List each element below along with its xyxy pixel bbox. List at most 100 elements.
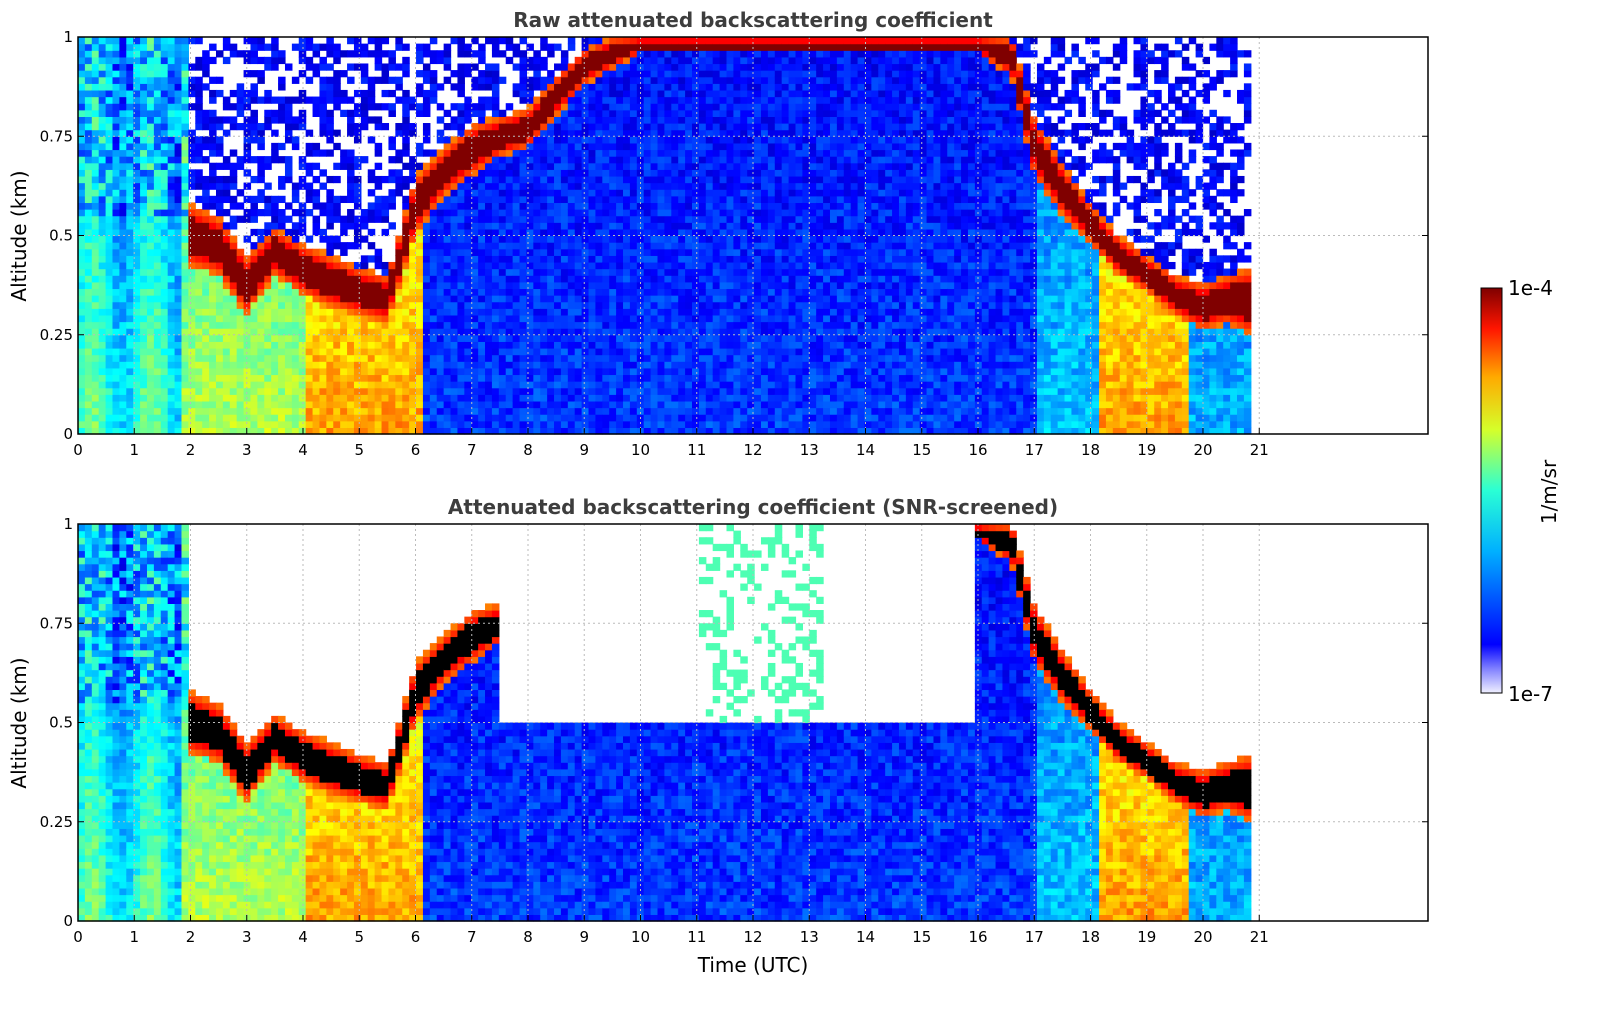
heatmap-cell	[367, 288, 376, 296]
heatmap-cell	[264, 275, 272, 283]
heatmap-cell	[512, 149, 521, 157]
heatmap-cell	[554, 182, 562, 190]
heatmap-cell	[698, 381, 707, 389]
heatmap-cell	[140, 189, 148, 197]
heatmap-cell	[347, 281, 355, 290]
heatmap-cell	[416, 215, 424, 223]
heatmap-cell	[540, 76, 548, 84]
heatmap-cell	[554, 202, 562, 210]
heatmap-cell	[595, 427, 603, 435]
heatmap-cell	[146, 361, 155, 369]
heatmap-cell	[91, 308, 100, 316]
heatmap-cell	[105, 341, 114, 349]
heatmap-cell	[629, 361, 638, 369]
heatmap-cell	[491, 129, 500, 137]
heatmap-cell	[353, 50, 362, 58]
heatmap-cell	[333, 202, 341, 210]
heatmap-cell	[554, 261, 562, 270]
heatmap-cell	[112, 381, 120, 389]
heatmap-cell	[595, 321, 603, 329]
heatmap-cell	[174, 381, 183, 389]
heatmap-cell	[112, 182, 120, 190]
heatmap-cell	[443, 301, 452, 309]
heatmap-cell	[540, 109, 548, 117]
heatmap-cell	[416, 169, 424, 177]
heatmap-cell	[146, 308, 155, 316]
heatmap-cell	[685, 189, 693, 197]
heatmap-cell	[623, 136, 631, 144]
heatmap-cell	[554, 109, 562, 117]
heatmap-cell	[595, 209, 603, 217]
heatmap-cell	[202, 314, 210, 323]
heatmap-cell	[554, 341, 562, 349]
heatmap-cell	[636, 420, 645, 428]
heatmap-cell	[512, 361, 521, 369]
heatmap-cell	[305, 182, 314, 190]
heatmap-cell	[174, 37, 183, 45]
heatmap-cell	[450, 222, 459, 230]
heatmap-cell	[202, 295, 210, 303]
heatmap-cell	[554, 255, 562, 263]
heatmap-cell	[436, 215, 445, 223]
heatmap-cell	[78, 367, 86, 376]
heatmap-cell	[650, 288, 659, 296]
heatmap-cell	[105, 427, 114, 435]
heatmap-cell	[146, 162, 155, 170]
heatmap-cell	[160, 129, 169, 137]
heatmap-cell	[629, 295, 638, 303]
heatmap-cell	[409, 301, 417, 309]
heatmap-cell	[650, 295, 659, 303]
heatmap-cell	[416, 209, 424, 217]
heatmap-cell	[422, 361, 431, 369]
heatmap-cell	[678, 76, 686, 84]
heatmap-cell	[505, 182, 514, 190]
heatmap-cell	[140, 281, 148, 290]
heatmap-cell	[291, 321, 300, 329]
heatmap-cell	[436, 222, 445, 230]
heatmap-cell	[436, 255, 445, 263]
heatmap-cell	[616, 248, 624, 256]
heatmap-cell	[167, 407, 176, 415]
heatmap-cell	[485, 209, 493, 217]
heatmap-cell	[643, 175, 652, 184]
heatmap-cell	[153, 367, 162, 376]
heatmap-cell	[498, 109, 507, 117]
heatmap-cell	[264, 314, 272, 323]
heatmap-cell	[485, 414, 493, 422]
heatmap-cell	[257, 381, 265, 389]
heatmap-cell	[678, 281, 686, 290]
heatmap-cell	[381, 328, 390, 336]
heatmap-cell	[195, 420, 203, 428]
heatmap-cell	[333, 361, 341, 369]
heatmap-cell	[505, 374, 514, 382]
heatmap-cell	[705, 56, 714, 65]
heatmap-cell	[491, 275, 500, 283]
heatmap-cell	[381, 407, 390, 415]
heatmap-cell	[222, 242, 231, 250]
heatmap-cell	[78, 50, 86, 58]
heatmap-cell	[609, 37, 617, 45]
heatmap-cell	[202, 261, 210, 270]
heatmap-cell	[181, 367, 189, 376]
heatmap-cell	[333, 334, 341, 342]
heatmap-cell	[685, 268, 693, 276]
heatmap-cell	[133, 328, 141, 336]
heatmap-cell	[153, 374, 162, 382]
heatmap-cell	[692, 400, 700, 409]
heatmap-cell	[146, 50, 155, 58]
heatmap-cell	[547, 222, 555, 230]
heatmap-cell	[353, 215, 362, 223]
heatmap-cell	[429, 301, 438, 309]
heatmap-cell	[547, 89, 555, 98]
heatmap-cell	[457, 109, 465, 117]
heatmap-cell	[209, 149, 217, 157]
heatmap-cell	[443, 123, 452, 131]
heatmap-cell	[98, 295, 107, 303]
heatmap-cell	[133, 215, 141, 223]
heatmap-cell	[229, 50, 238, 58]
heatmap-cell	[374, 103, 383, 111]
heatmap-cell	[126, 109, 134, 117]
heatmap-cell	[222, 162, 231, 170]
heatmap-cell	[112, 414, 120, 422]
heatmap-cell	[512, 420, 521, 428]
